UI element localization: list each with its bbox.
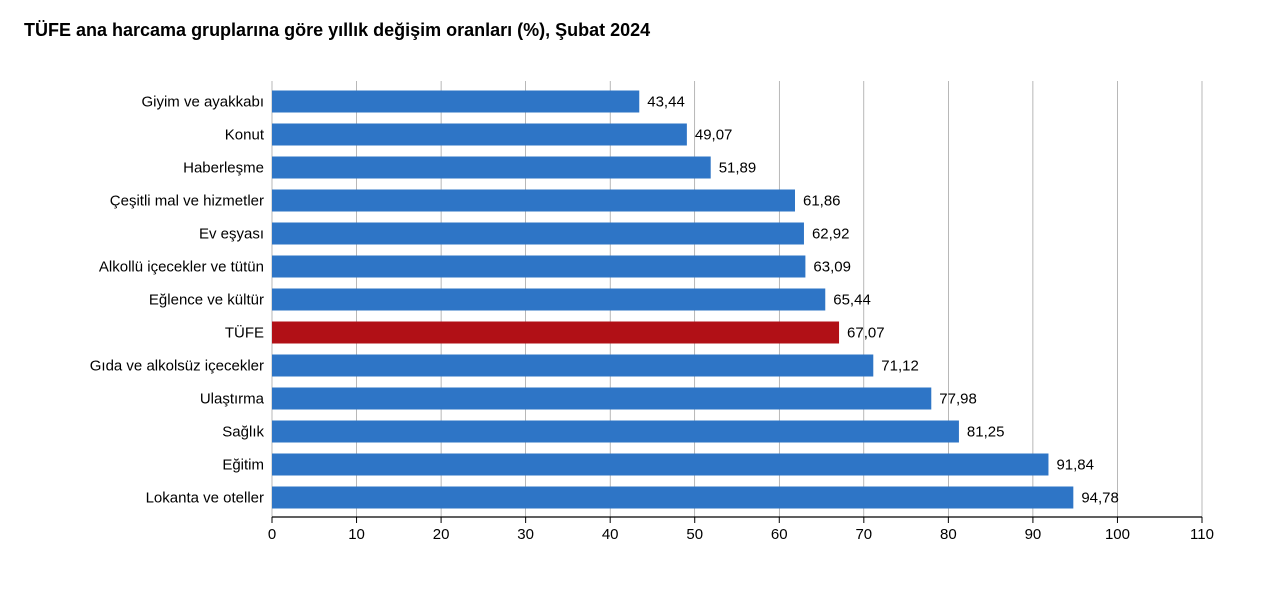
bar: [272, 157, 711, 179]
value-label: 62,92: [812, 225, 850, 242]
value-label: 51,89: [719, 159, 757, 176]
x-tick-label: 10: [348, 526, 365, 543]
category-label: Alkollü içecekler ve tütün: [99, 258, 264, 275]
x-tick-label: 20: [433, 526, 450, 543]
category-label: Sağlık: [222, 423, 264, 440]
value-label: 43,44: [647, 93, 685, 110]
bar: [272, 223, 804, 245]
bar: [272, 388, 931, 410]
category-label: Haberleşme: [183, 159, 264, 176]
x-tick-label: 90: [1025, 526, 1042, 543]
value-label: 91,84: [1056, 456, 1094, 473]
chart-title: TÜFE ana harcama gruplarına göre yıllık …: [24, 20, 1256, 41]
x-tick-label: 60: [771, 526, 788, 543]
x-tick-label: 50: [686, 526, 703, 543]
x-tick-label: 110: [1190, 526, 1214, 543]
category-label: Konut: [225, 126, 265, 143]
bar: [272, 454, 1048, 476]
category-label: Ev eşyası: [199, 225, 264, 242]
value-label: 94,78: [1081, 489, 1119, 506]
category-label: Ulaştırma: [200, 390, 265, 407]
bar: [272, 289, 825, 311]
x-tick-label: 0: [268, 526, 276, 543]
category-label: Giyim ve ayakkabı: [141, 93, 264, 110]
category-label: Eğlence ve kültür: [149, 291, 264, 308]
value-label: 65,44: [833, 291, 871, 308]
bar: [272, 322, 839, 344]
value-label: 67,07: [847, 324, 885, 341]
bar: [272, 421, 959, 443]
x-tick-label: 100: [1105, 526, 1130, 543]
x-tick-label: 30: [517, 526, 534, 543]
category-label: TÜFE: [225, 323, 264, 341]
x-tick-label: 70: [855, 526, 872, 543]
category-label: Çeşitli mal ve hizmetler: [110, 192, 264, 209]
value-label: 71,12: [881, 357, 919, 374]
category-label: Gıda ve alkolsüz içecekler: [90, 357, 264, 374]
category-label: Lokanta ve oteller: [146, 489, 264, 506]
bar: [272, 256, 805, 278]
chart-container: Giyim ve ayakkabı 43,44 Konut 49,07 Haberleş…: [24, 69, 1256, 553]
bar: [272, 487, 1073, 509]
bar: [272, 124, 687, 146]
value-label: 61,86: [803, 192, 841, 209]
category-label: Eğitim: [222, 456, 264, 473]
x-tick-label: 80: [940, 526, 957, 543]
value-label: 77,98: [939, 390, 977, 407]
x-tick-label: 40: [602, 526, 619, 543]
bar-chart: Giyim ve ayakkabı 43,44 Konut 49,07 Haberleş…: [24, 69, 1262, 553]
bar: [272, 355, 873, 377]
value-label: 63,09: [813, 258, 851, 275]
value-label: 81,25: [967, 423, 1005, 440]
bar: [272, 91, 639, 113]
value-label: 49,07: [695, 126, 733, 143]
bar: [272, 190, 795, 212]
